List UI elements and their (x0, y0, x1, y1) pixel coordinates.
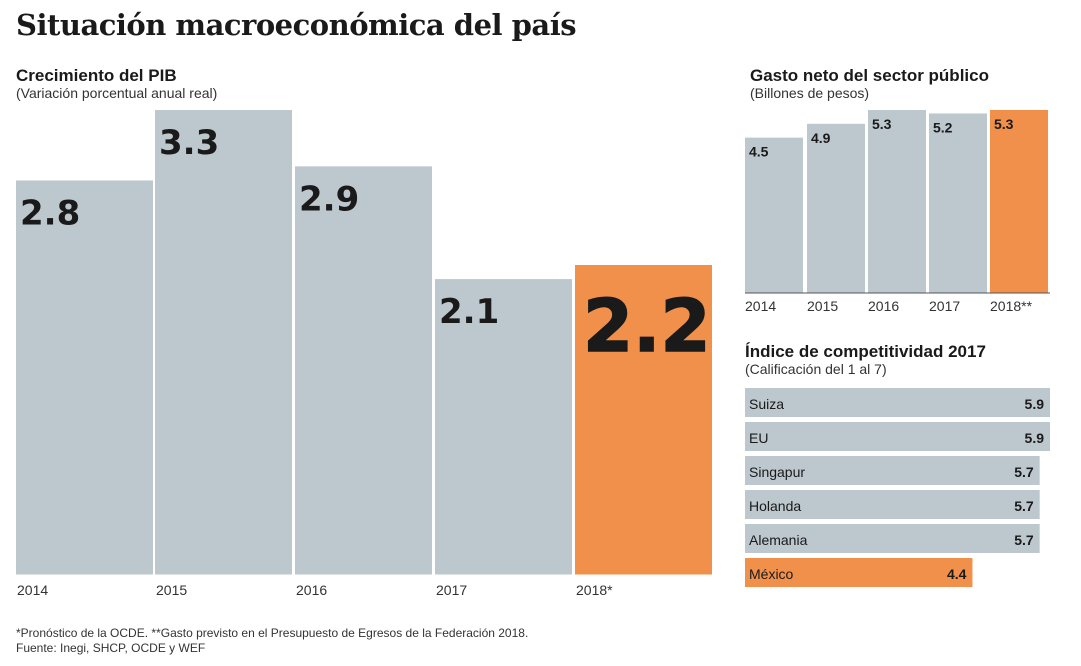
gasto-tick-label: 2016 (868, 298, 899, 314)
competitividad-chart-subtitle: (Calificación del 1 al 7) (745, 361, 887, 377)
competitividad-bar-Holanda (745, 490, 1040, 519)
competitividad-country-label: EU (749, 430, 768, 446)
pib-chart-title: Crecimiento del PIB (16, 66, 177, 85)
competitividad-value-label: 5.9 (1025, 396, 1045, 412)
pib-value-label: 2.9 (299, 179, 359, 219)
pib-value-label: 2.2 (583, 284, 711, 368)
pib-chart-subtitle: (Variación porcentual anual real) (16, 85, 218, 101)
competitividad-chart-title: Índice de competitividad 2017 (745, 342, 986, 361)
pib-value-label: 2.8 (20, 193, 80, 233)
pib-value-label: 2.1 (439, 292, 499, 332)
pib-tick-label: 2015 (156, 582, 187, 598)
gasto-value-label: 4.5 (749, 144, 769, 160)
competitividad-bar-Alemania (745, 524, 1040, 553)
pib-tick-label: 2016 (296, 582, 327, 598)
competitividad-value-label: 4.4 (947, 566, 967, 582)
gasto-value-label: 5.3 (994, 116, 1014, 132)
competitividad-bar-Suiza (745, 388, 1050, 417)
competitividad-country-label: Singapur (749, 464, 805, 480)
competitividad-bar-EU (745, 422, 1050, 451)
pib-tick-label: 2017 (436, 582, 467, 598)
pib-bar-2016 (295, 166, 432, 575)
competitividad-value-label: 5.7 (1014, 464, 1034, 480)
competitividad-country-label: Alemania (749, 532, 808, 548)
gasto-tick-label: 2017 (929, 298, 960, 314)
gasto-bar-2017 (929, 113, 987, 294)
pib-tick-label: 2014 (17, 582, 48, 598)
competitividad-value-label: 5.7 (1014, 532, 1034, 548)
pib-bar-2018* (575, 265, 712, 575)
gasto-bar-2018** (990, 110, 1048, 293)
competitividad-country-label: Suiza (749, 396, 784, 412)
footnote-source: Fuente: Inegi, SHCP, OCDE y WEF (16, 641, 206, 655)
competitividad-bar-México (745, 558, 973, 587)
gasto-chart-subtitle: (Billones de pesos) (750, 85, 870, 101)
gasto-chart-title: Gasto neto del sector público (750, 66, 989, 85)
competitividad-country-label: Holanda (749, 498, 801, 514)
pib-tick-label: 2018* (576, 582, 613, 598)
competitividad-country-label: México (749, 566, 794, 582)
gasto-tick-label: 2014 (745, 298, 776, 314)
pib-bar-2015 (155, 110, 292, 575)
gasto-bar-2016 (868, 110, 926, 293)
footnote-forecast: *Pronóstico de la OCDE. **Gasto previsto… (16, 626, 529, 640)
pib-bar-2014 (16, 180, 153, 576)
gasto-value-label: 4.9 (811, 130, 831, 146)
competitividad-value-label: 5.9 (1025, 430, 1045, 446)
gasto-tick-label: 2015 (807, 298, 838, 314)
competitividad-value-label: 5.7 (1014, 498, 1034, 514)
gasto-value-label: 5.2 (933, 119, 953, 135)
gasto-tick-label: 2018** (990, 298, 1033, 314)
competitividad-bar-Singapur (745, 456, 1040, 485)
page-title: Situación macroeconómica del país (16, 8, 577, 42)
gasto-bar-2014 (745, 137, 803, 293)
pib-bar-2017 (435, 279, 572, 575)
gasto-value-label: 5.3 (872, 116, 892, 132)
gasto-bar-2015 (807, 123, 865, 294)
pib-value-label: 3.3 (159, 123, 219, 163)
